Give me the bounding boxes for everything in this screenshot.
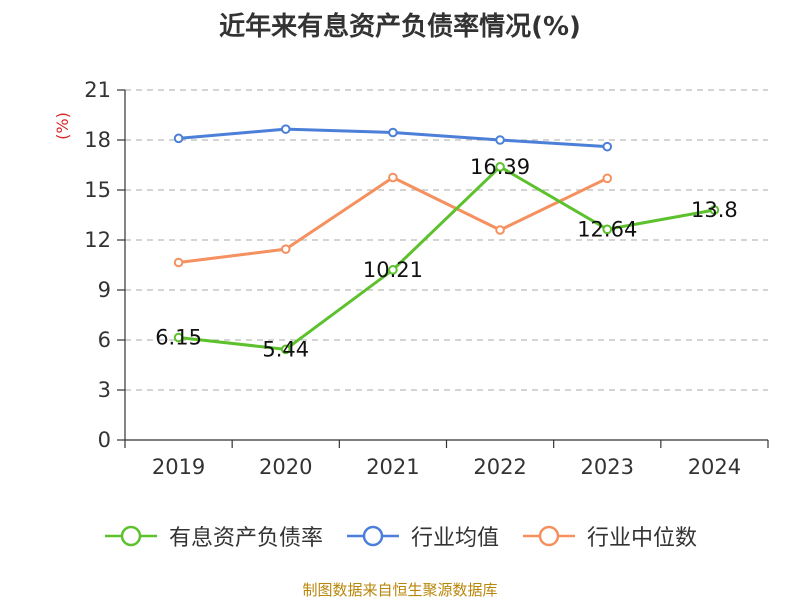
x-tick-label: 2021 bbox=[366, 455, 419, 479]
data-point[interactable] bbox=[280, 344, 291, 355]
y-tick-label: 18 bbox=[84, 128, 111, 152]
y-tick-label: 9 bbox=[98, 278, 111, 302]
data-point[interactable] bbox=[173, 257, 184, 268]
data-point[interactable] bbox=[280, 244, 291, 254]
legend-label: 有息资产负债率 bbox=[168, 526, 323, 551]
legend-item-industry-median[interactable]: 行业中位数 bbox=[521, 520, 697, 552]
data-label: 12.64 bbox=[577, 217, 637, 241]
series-lines bbox=[173, 124, 720, 355]
data-point[interactable] bbox=[602, 224, 613, 235]
x-tick-label: 2023 bbox=[581, 455, 634, 479]
chart-title: 近年来有息资产负债率情况(%) bbox=[219, 12, 581, 42]
data-point[interactable] bbox=[602, 141, 613, 152]
data-labels: 6.15 5.44 10.21 16.39 12.64 13.8 bbox=[155, 155, 738, 362]
data-label: 6.15 bbox=[155, 326, 202, 350]
data-point[interactable] bbox=[495, 225, 505, 235]
data-point[interactable] bbox=[495, 135, 505, 145]
x-tick-label: 2024 bbox=[688, 455, 741, 479]
legend-item-debt-ratio[interactable]: 有息资产负债率 bbox=[103, 520, 323, 552]
data-label: 16.39 bbox=[470, 155, 530, 179]
x-tick-label: 2022 bbox=[473, 455, 526, 479]
y-tick-label: 15 bbox=[84, 178, 111, 202]
data-point[interactable] bbox=[602, 173, 613, 184]
x-tick-label: 2020 bbox=[259, 455, 312, 479]
data-point[interactable] bbox=[280, 124, 291, 134]
data-point[interactable] bbox=[173, 332, 184, 343]
y-tick-label: 3 bbox=[98, 378, 111, 402]
data-label: 13.8 bbox=[691, 198, 738, 222]
y-axis-unit-label: (%) bbox=[53, 112, 72, 140]
data-point[interactable] bbox=[388, 127, 398, 138]
data-point[interactable] bbox=[173, 133, 184, 144]
data-label: 10.21 bbox=[363, 258, 423, 282]
y-tick-label: 12 bbox=[84, 228, 111, 252]
series-line bbox=[178, 165, 715, 351]
data-label: 5.44 bbox=[262, 337, 309, 361]
y-tick-label: 21 bbox=[84, 78, 111, 102]
grid-lines bbox=[125, 89, 768, 391]
data-point[interactable] bbox=[495, 162, 505, 172]
data-point[interactable] bbox=[709, 205, 720, 215]
line-circle-icon bbox=[346, 525, 399, 547]
line-circle-icon bbox=[523, 525, 575, 547]
legend-label: 行业均值 bbox=[410, 526, 499, 551]
data-point[interactable] bbox=[388, 265, 398, 275]
y-tick-label: 6 bbox=[98, 328, 111, 352]
legend-item-industry-mean[interactable]: 行业均值 bbox=[345, 520, 499, 552]
legend: 有息资产负债率 行业均值 行业中位数 bbox=[0, 520, 800, 552]
data-point[interactable] bbox=[388, 172, 398, 183]
y-tick-label: 0 bbox=[98, 428, 111, 452]
axes: 0 3 6 9 12 15 18 21 2019 2020 2021 2022 2023 2024 bbox=[84, 78, 769, 479]
legend-label: 行业中位数 bbox=[587, 526, 698, 551]
source-note: 制图数据来自恒生聚源数据库 bbox=[302, 581, 498, 599]
x-tick-label: 2019 bbox=[152, 455, 205, 479]
line-circle-icon bbox=[104, 525, 157, 547]
